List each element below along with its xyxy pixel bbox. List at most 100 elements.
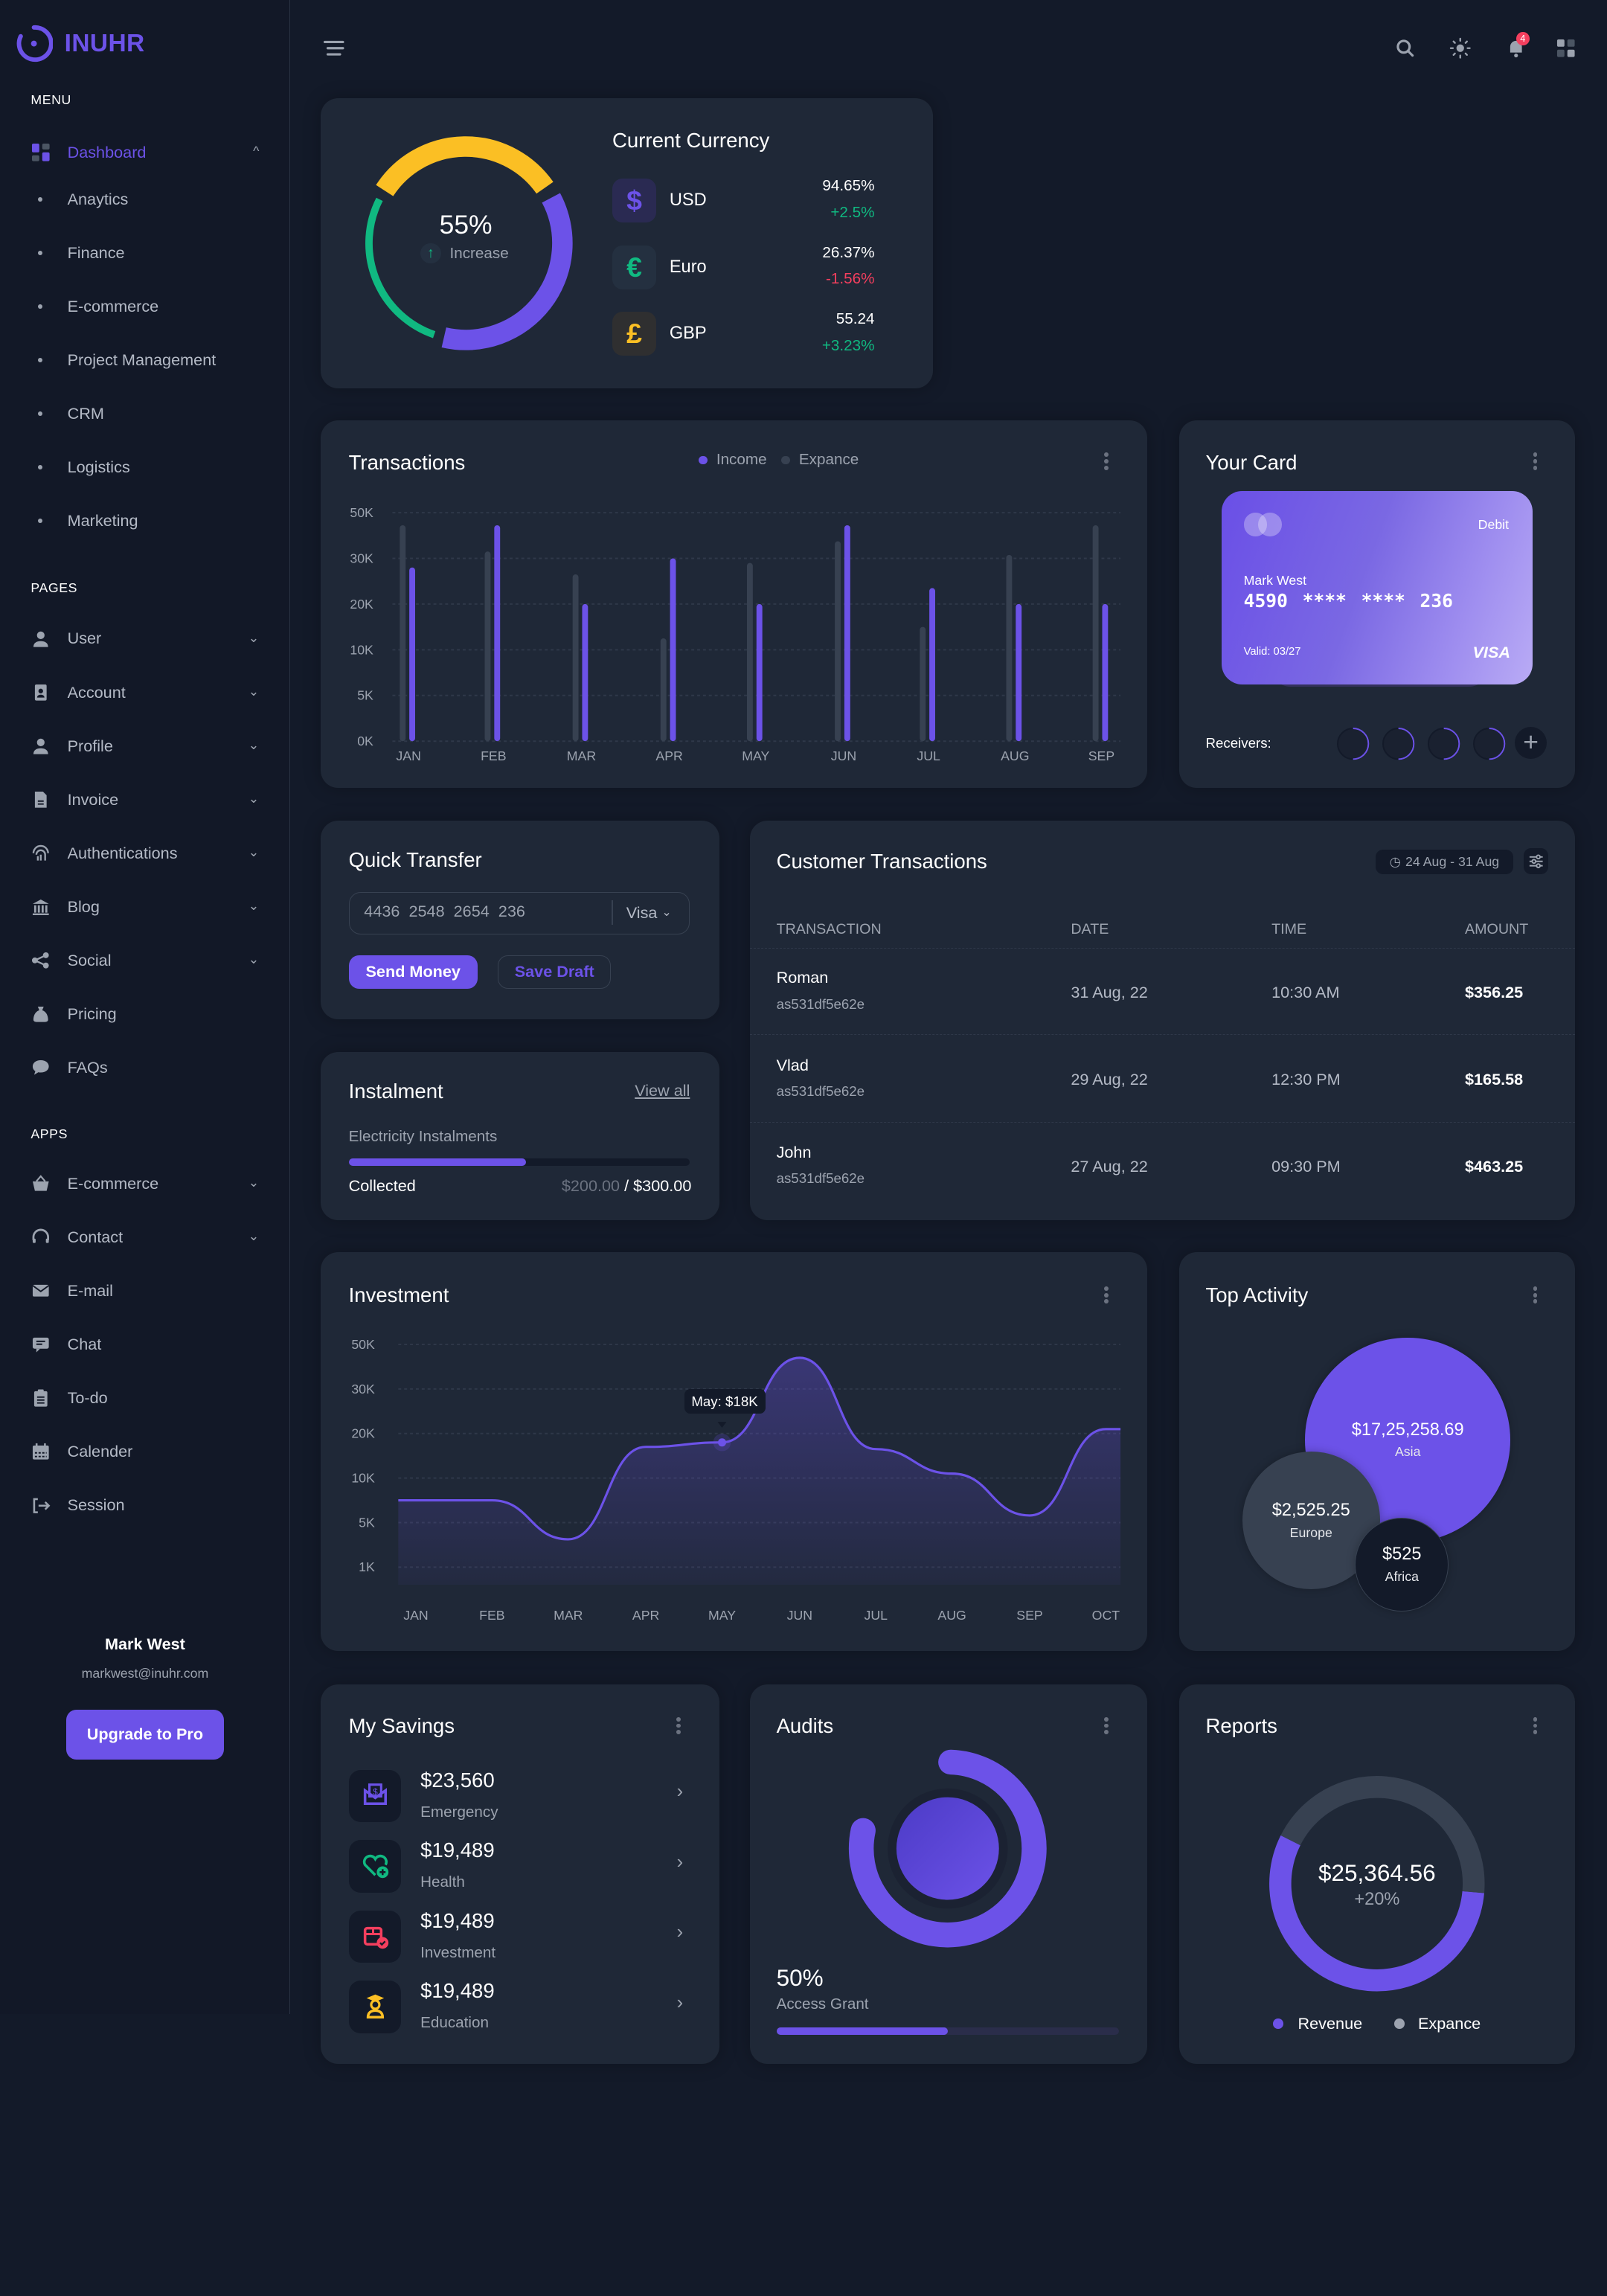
audits-card: Audits 50% Access Grant bbox=[750, 1684, 1147, 2065]
y-tick-label: 30K bbox=[352, 1382, 376, 1396]
send-money-button[interactable]: Send Money bbox=[348, 955, 478, 990]
sidebar-item-label: Account bbox=[67, 682, 126, 702]
currency-code: Euro bbox=[669, 257, 707, 277]
top-activity-more-icon[interactable] bbox=[1531, 1285, 1540, 1306]
highlight-point[interactable] bbox=[718, 1438, 727, 1447]
filter-button[interactable] bbox=[1523, 848, 1549, 875]
bullet-icon bbox=[38, 465, 43, 470]
add-receiver-button[interactable]: + bbox=[1514, 726, 1547, 759]
theme-sun-icon[interactable] bbox=[1449, 36, 1472, 60]
investment-card: Investment 1K 5K 10K 20K 30K 50K JAN FEB MAR APR M… bbox=[321, 1252, 1147, 1652]
sidebar-item-user[interactable]: User ⌄ bbox=[31, 624, 265, 653]
calendar-icon bbox=[33, 1443, 49, 1460]
currency-value: 26.37% bbox=[822, 243, 875, 261]
sidebar-item-label: Anaytics bbox=[67, 189, 129, 208]
sidebar-subitem-crm[interactable]: CRM bbox=[31, 399, 265, 428]
logo-icon bbox=[16, 25, 53, 62]
date-range-picker[interactable]: ◷ 24 Aug - 31 Aug bbox=[1375, 850, 1513, 875]
savings-more-icon[interactable] bbox=[674, 1716, 683, 1737]
chevron-down-icon: ⌄ bbox=[248, 844, 260, 859]
basket-icon bbox=[33, 1175, 49, 1191]
chevron-right-icon[interactable]: › bbox=[676, 1851, 684, 1873]
card-type-select[interactable]: Visa ⌄ bbox=[626, 903, 672, 923]
savings-envelope-icon: $ bbox=[363, 1783, 387, 1805]
sidebar-item-contact[interactable]: Contact ⌄ bbox=[31, 1222, 265, 1251]
sidebar-item-chat[interactable]: Chat bbox=[31, 1330, 265, 1359]
reports-donut-chart bbox=[1269, 1776, 1485, 1992]
sidebar-item-e-mail[interactable]: E-mail bbox=[31, 1276, 265, 1305]
receiver-avatar[interactable] bbox=[1472, 727, 1506, 760]
gauge-caption: Increase bbox=[449, 244, 509, 262]
row-divider bbox=[750, 1122, 1575, 1123]
sidebar-subitem-finance[interactable]: Finance bbox=[31, 238, 265, 267]
sidebar-item-label: Social bbox=[67, 950, 112, 969]
sidebar-subitem-project-management[interactable]: Project Management bbox=[31, 345, 265, 374]
sidebar-item-authentications[interactable]: Authentications ⌄ bbox=[31, 838, 265, 868]
transactions-more-icon[interactable] bbox=[1102, 451, 1111, 472]
chevron-down-icon: ⌄ bbox=[661, 905, 672, 919]
sidebar-subitem-marketing[interactable]: Marketing bbox=[31, 506, 265, 535]
sidebar-item-invoice[interactable]: Invoice ⌄ bbox=[31, 785, 265, 814]
save-draft-button[interactable]: Save Draft bbox=[498, 955, 612, 990]
menu-icon[interactable] bbox=[322, 36, 346, 60]
activity-bubble-africa[interactable]: $525 Africa bbox=[1355, 1517, 1449, 1612]
transaction-date: 29 Aug, 22 bbox=[1071, 1070, 1148, 1089]
audits-more-icon[interactable] bbox=[1102, 1716, 1111, 1737]
sidebar-item-pricing[interactable]: Pricing bbox=[31, 999, 265, 1028]
receiver-avatar[interactable] bbox=[1382, 727, 1415, 760]
x-tick-label: JUL bbox=[917, 748, 941, 763]
logout-icon bbox=[33, 1498, 51, 1513]
receiver-avatar[interactable] bbox=[1427, 727, 1460, 760]
sidebar-item-profile[interactable]: Profile ⌄ bbox=[31, 731, 265, 760]
sidebar-item-faqs[interactable]: FAQs bbox=[31, 1053, 265, 1082]
y-tick-label: 10K bbox=[350, 642, 374, 657]
sidebar-subitem-logistics[interactable]: Logistics bbox=[31, 452, 265, 481]
sidebar-subitem-e-commerce[interactable]: E-commerce bbox=[31, 292, 265, 321]
credit-card[interactable]: Debit Mark West 4590 **** **** 236 Valid… bbox=[1222, 490, 1533, 684]
notifications-button[interactable]: 4 bbox=[1504, 32, 1530, 60]
row-divider bbox=[750, 947, 1575, 949]
sidebar-subitem-anaytics[interactable]: Anaytics bbox=[31, 185, 265, 214]
chevron-right-icon[interactable]: › bbox=[676, 1922, 684, 1943]
customer-transactions-title: Customer Transactions bbox=[776, 850, 987, 873]
chevron-right-icon[interactable]: › bbox=[676, 1992, 684, 2013]
transaction-date: 31 Aug, 22 bbox=[1071, 983, 1148, 1002]
legend-expense-dot bbox=[781, 455, 791, 465]
y-tick-label: 5K bbox=[357, 688, 373, 703]
y-tick-label: 0K bbox=[357, 734, 373, 748]
sidebar-item-blog[interactable]: Blog ⌄ bbox=[31, 892, 265, 921]
chevron-right-icon[interactable]: › bbox=[676, 1781, 684, 1803]
area-fill bbox=[398, 1358, 1121, 1585]
x-tick-label: MAY bbox=[742, 748, 769, 763]
x-tick-label: SEP bbox=[1088, 748, 1114, 763]
view-all-link[interactable]: View all bbox=[635, 1081, 690, 1100]
card-number-input[interactable] bbox=[364, 901, 599, 921]
your-card-more-icon[interactable] bbox=[1531, 451, 1540, 472]
transaction-amount: $165.58 bbox=[1464, 1070, 1524, 1089]
sidebar-item-to-do[interactable]: To-do bbox=[31, 1384, 265, 1413]
visa-logo: VISA bbox=[1472, 643, 1511, 662]
search-icon[interactable] bbox=[1393, 36, 1417, 60]
sidebar-item-session[interactable]: Session bbox=[31, 1491, 265, 1520]
sidebar-item-label: Project Management bbox=[67, 350, 216, 369]
plus-icon: + bbox=[1523, 726, 1539, 757]
bar-expense bbox=[572, 574, 579, 742]
x-tick-label: FEB bbox=[479, 1609, 504, 1623]
my-savings-title: My Savings bbox=[348, 1713, 455, 1737]
chart-tooltip: May: $18K bbox=[684, 1388, 766, 1414]
sidebar-item-social[interactable]: Social ⌄ bbox=[31, 946, 265, 975]
sidebar-item-label: FAQs bbox=[67, 1058, 108, 1077]
receiver-avatar[interactable] bbox=[1336, 727, 1370, 760]
sidebar-item-account[interactable]: Account ⌄ bbox=[31, 678, 265, 707]
savings-label: Education bbox=[420, 2014, 489, 2032]
amount-separator: / bbox=[620, 1176, 634, 1196]
brand-logo[interactable]: INUHR bbox=[15, 25, 145, 62]
sidebar-item-e-commerce[interactable]: E-commerce ⌄ bbox=[31, 1169, 265, 1198]
upgrade-to-pro-button[interactable]: Upgrade to Pro bbox=[65, 1709, 225, 1760]
investment-more-icon[interactable] bbox=[1102, 1285, 1111, 1306]
user-name: Mark West bbox=[105, 1635, 185, 1654]
sidebar-item-dashboard[interactable]: Dashboard ^ bbox=[31, 138, 265, 167]
reports-more-icon[interactable] bbox=[1531, 1716, 1540, 1737]
apps-grid-icon[interactable] bbox=[1554, 36, 1578, 60]
sidebar-item-calender[interactable]: Calender bbox=[31, 1437, 265, 1466]
